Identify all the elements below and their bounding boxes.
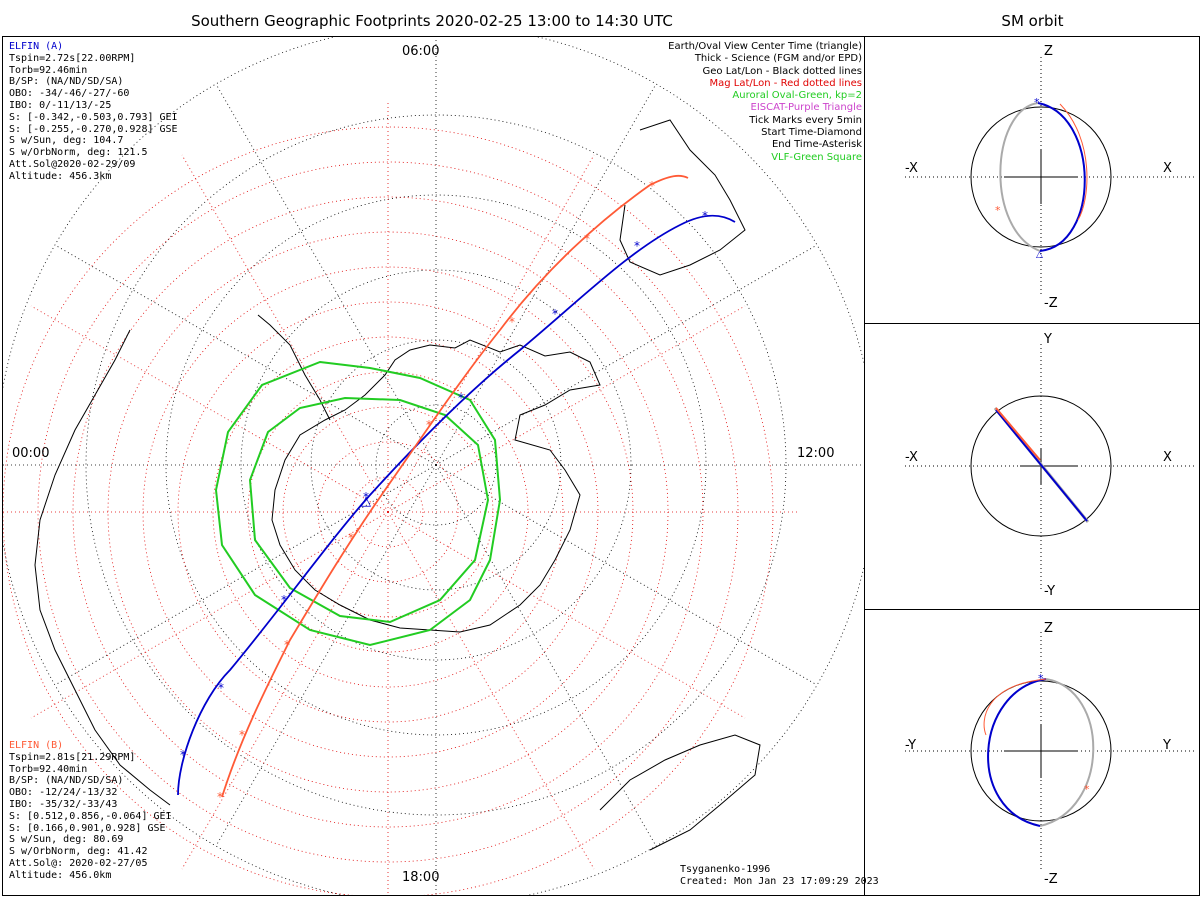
info-line: Tspin=2.81s[21.29RPM] <box>9 751 136 763</box>
hour-label-right: 12:00 <box>797 446 835 461</box>
info-line: B/SP: (NA/ND/SD/SA) <box>9 76 124 88</box>
track-tick-mark: * <box>180 748 186 762</box>
legend-entry: Earth/Oval View Center Time (triangle) <box>668 41 862 52</box>
elfin-b-name: ELFIN (B) <box>9 740 64 751</box>
info-line: S w/OrbNorm, deg: 121.5 <box>9 147 148 159</box>
track-tick-mark: * <box>649 179 655 193</box>
xz-right-label: X <box>1163 161 1172 176</box>
xz-bottom-label: -Z <box>1044 296 1058 311</box>
xy-right-label: X <box>1163 450 1172 465</box>
hour-label-left: 00:00 <box>12 446 50 461</box>
orbit-xz-graphics: * △ * <box>905 57 1195 297</box>
track-tick-mark: * <box>239 728 245 742</box>
info-line: Altitude: 456.0km <box>9 869 112 881</box>
legend: Earth/Oval View Center Time (triangle) T… <box>668 41 862 164</box>
track-tick-mark: * <box>363 490 369 504</box>
track-tick-mark: * <box>284 638 290 652</box>
auroral-oval-inner <box>248 396 490 624</box>
track-tick-mark: * <box>702 209 708 223</box>
track-tick-mark: * <box>348 531 354 545</box>
svg-text:*: * <box>995 204 1001 217</box>
legend-entry: End Time-Asterisk <box>771 139 862 151</box>
xz-left-label: -X <box>905 161 918 176</box>
info-line: B/SP: (NA/ND/SD/SA) <box>9 775 124 787</box>
footprint-tracks: ****************△ <box>177 174 736 804</box>
track-tick-mark: * <box>634 239 640 253</box>
view-center-triangle-icon: △ <box>361 494 371 509</box>
credit-block: Tsyganenko-1996 Created: Mon Jan 23 17:0… <box>680 864 879 888</box>
legend-entry: Auroral Oval-Green, kp=2 <box>732 90 862 102</box>
svg-text:△: △ <box>1036 250 1043 260</box>
info-line: Altitude: 456.3km <box>9 170 112 182</box>
elfin-b-info: ELFIN (B) Tspin=2.81s[21.29RPM] Torb=92.… <box>9 740 172 882</box>
legend-entry: Geo Lat/Lon - Black dotted lines <box>702 65 862 77</box>
yz-bottom-label: -Z <box>1044 872 1058 887</box>
xz-top-label: Z <box>1044 44 1053 59</box>
created-timestamp: Created: Mon Jan 23 17:09:29 2023 <box>680 875 879 887</box>
track-tick-mark: * <box>217 790 223 804</box>
info-line: S w/OrbNorm, deg: 41.42 <box>9 846 148 858</box>
elfin-a-info: ELFIN (A) Tspin=2.72s[22.00RPM] Torb=92.… <box>9 41 178 183</box>
side-panel-title: SM orbit <box>1001 12 1064 30</box>
legend-entry: EISCAT-Purple Triangle <box>750 102 863 114</box>
yz-top-label: Z <box>1044 621 1053 636</box>
track-tick-mark: * <box>426 418 432 432</box>
elfin-a-name: ELFIN (A) <box>9 41 64 52</box>
xy-left-label: -X <box>905 450 918 465</box>
svg-text:*: * <box>1084 783 1090 796</box>
legend-entry: Mag Lat/Lon - Red dotted lines <box>709 77 862 89</box>
plot-title: Southern Geographic Footprints 2020-02-2… <box>191 12 673 30</box>
hour-label-bottom: 18:00 <box>402 870 440 885</box>
elfin-a-lines: Tspin=2.72s[22.00RPM] Torb=92.46min B/SP… <box>9 53 178 183</box>
info-line: Tspin=2.72s[22.00RPM] <box>9 52 136 64</box>
info-line: Torb=92.40min <box>9 763 88 775</box>
info-line: S: [-0.342,-0.503,0.793] GEI <box>9 111 178 123</box>
geo-grid <box>3 37 864 895</box>
info-line: OBO: -12/24/-13/32 <box>9 787 118 799</box>
legend-entry: Thick - Science (FGM and/or EPD) <box>694 53 862 65</box>
south-america-coastline <box>34 329 171 806</box>
elfin-b-track <box>221 174 689 798</box>
africa-coastline <box>599 734 761 851</box>
hour-label-top: 06:00 <box>402 44 440 59</box>
orbit-yz-graphics: * * <box>905 632 1195 872</box>
track-tick-mark: * <box>458 391 464 405</box>
info-line: S: [0.166,0.901,0.928] GSE <box>9 822 166 834</box>
info-line: S w/Sun, deg: 80.69 <box>9 834 124 846</box>
svg-text:*: * <box>1034 96 1040 109</box>
info-line: Torb=92.46min <box>9 64 88 76</box>
info-line: Att.Sol@2020-02-29/09 <box>9 158 136 170</box>
track-tick-mark: * <box>281 593 287 607</box>
info-line: OBO: -34/-46/-27/-60 <box>9 88 130 100</box>
track-tick-mark: * <box>584 232 590 246</box>
elfin-b-lines: Tspin=2.81s[21.29RPM] Torb=92.40min B/SP… <box>9 752 172 882</box>
info-line: S w/Sun, deg: 104.7 <box>9 135 124 147</box>
info-line: IBO: 0/-11/13/-25 <box>9 99 112 111</box>
track-tick-mark: * <box>552 307 558 321</box>
info-line: S: [-0.255,-0.270,0.928] GSE <box>9 123 178 135</box>
legend-entry: Start Time-Diamond <box>761 127 862 139</box>
legend-entry: Tick Marks every 5min <box>749 114 862 126</box>
info-line: Att.Sol@: 2020-02-27/05 <box>9 857 148 869</box>
yz-left-label: -Y <box>905 738 917 753</box>
info-line: IBO: -35/32/-33/43 <box>9 798 118 810</box>
track-tick-mark: * <box>218 681 224 695</box>
elfin-a-track <box>177 214 736 796</box>
legend-entry: VLF-Green Square <box>771 151 862 163</box>
xy-top-label: Y <box>1044 332 1052 347</box>
orbit-xy-graphics <box>905 344 1195 590</box>
model-credit: Tsyganenko-1996 <box>680 864 771 875</box>
info-line: S: [0.512,0.856,-0.064] GEI <box>9 810 172 822</box>
track-tick-mark: * <box>509 315 515 329</box>
xy-bottom-label: -Y <box>1044 584 1056 599</box>
svg-text:*: * <box>1038 672 1044 685</box>
antarctica-coastline <box>271 339 601 633</box>
yz-right-label: Y <box>1163 738 1171 753</box>
